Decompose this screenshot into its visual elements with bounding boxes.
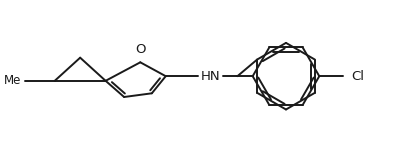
Text: Me: Me [4,74,21,87]
Text: HN: HN [201,70,221,83]
Text: O: O [135,43,145,56]
Text: Cl: Cl [352,70,365,83]
